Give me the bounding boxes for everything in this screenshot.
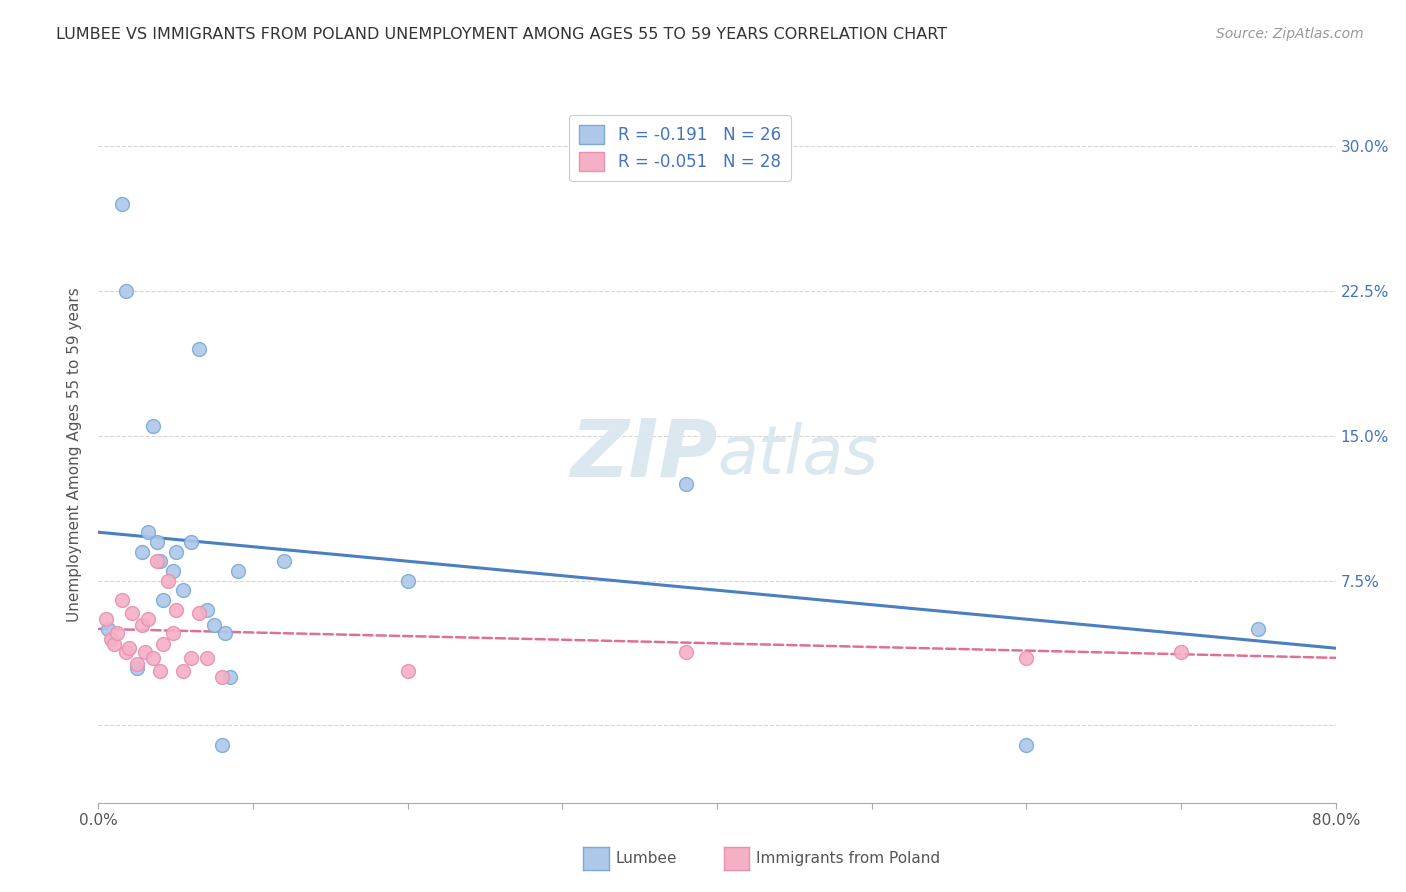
Text: Lumbee: Lumbee [616,852,678,866]
Point [136,525,159,540]
Point [100,632,122,646]
Point [149,554,172,568]
Point [121,607,143,621]
Point [675,645,697,659]
Point [165,544,187,558]
Point [211,738,233,752]
Point [675,476,697,491]
Point [152,637,174,651]
Point [131,544,153,558]
Point [115,284,138,298]
Point [142,419,165,434]
Point [219,670,242,684]
Point [211,670,233,684]
Point [188,342,211,356]
Point [162,564,184,578]
Point [142,651,165,665]
Point [118,641,141,656]
Text: ZIP: ZIP [569,416,717,494]
Point [97,622,120,636]
Point [180,651,202,665]
Text: LUMBEE VS IMMIGRANTS FROM POLAND UNEMPLOYMENT AMONG AGES 55 TO 59 YEARS CORRELAT: LUMBEE VS IMMIGRANTS FROM POLAND UNEMPLO… [56,27,948,42]
Point [1170,645,1192,659]
Point [188,607,211,621]
Point [96,612,118,626]
Point [162,625,184,640]
Point [1247,622,1270,636]
Point [204,618,226,632]
Point [134,645,156,659]
Point [165,602,187,616]
Text: atlas: atlas [717,422,879,488]
Legend: R = -0.191   N = 26, R = -0.051   N = 28: R = -0.191 N = 26, R = -0.051 N = 28 [569,115,790,181]
Point [105,625,128,640]
Point [127,660,149,674]
Y-axis label: Unemployment Among Ages 55 to 59 years: Unemployment Among Ages 55 to 59 years [67,287,83,623]
Point [127,657,149,671]
Point [149,665,172,679]
Point [226,564,249,578]
Point [180,534,202,549]
Point [195,602,218,616]
Point [115,645,138,659]
Point [396,574,419,588]
Point [136,612,159,626]
Point [173,583,195,598]
Point [131,618,153,632]
Point [1015,738,1038,752]
Point [1015,651,1038,665]
Point [396,665,419,679]
Text: Source: ZipAtlas.com: Source: ZipAtlas.com [1216,27,1364,41]
Point [146,534,169,549]
Text: Immigrants from Poland: Immigrants from Poland [756,852,941,866]
Point [146,554,169,568]
Point [214,625,236,640]
Point [111,592,134,607]
Point [157,574,180,588]
Point [152,592,174,607]
Point [103,637,125,651]
Point [111,196,134,211]
Point [273,554,295,568]
Point [173,665,195,679]
Point [195,651,218,665]
